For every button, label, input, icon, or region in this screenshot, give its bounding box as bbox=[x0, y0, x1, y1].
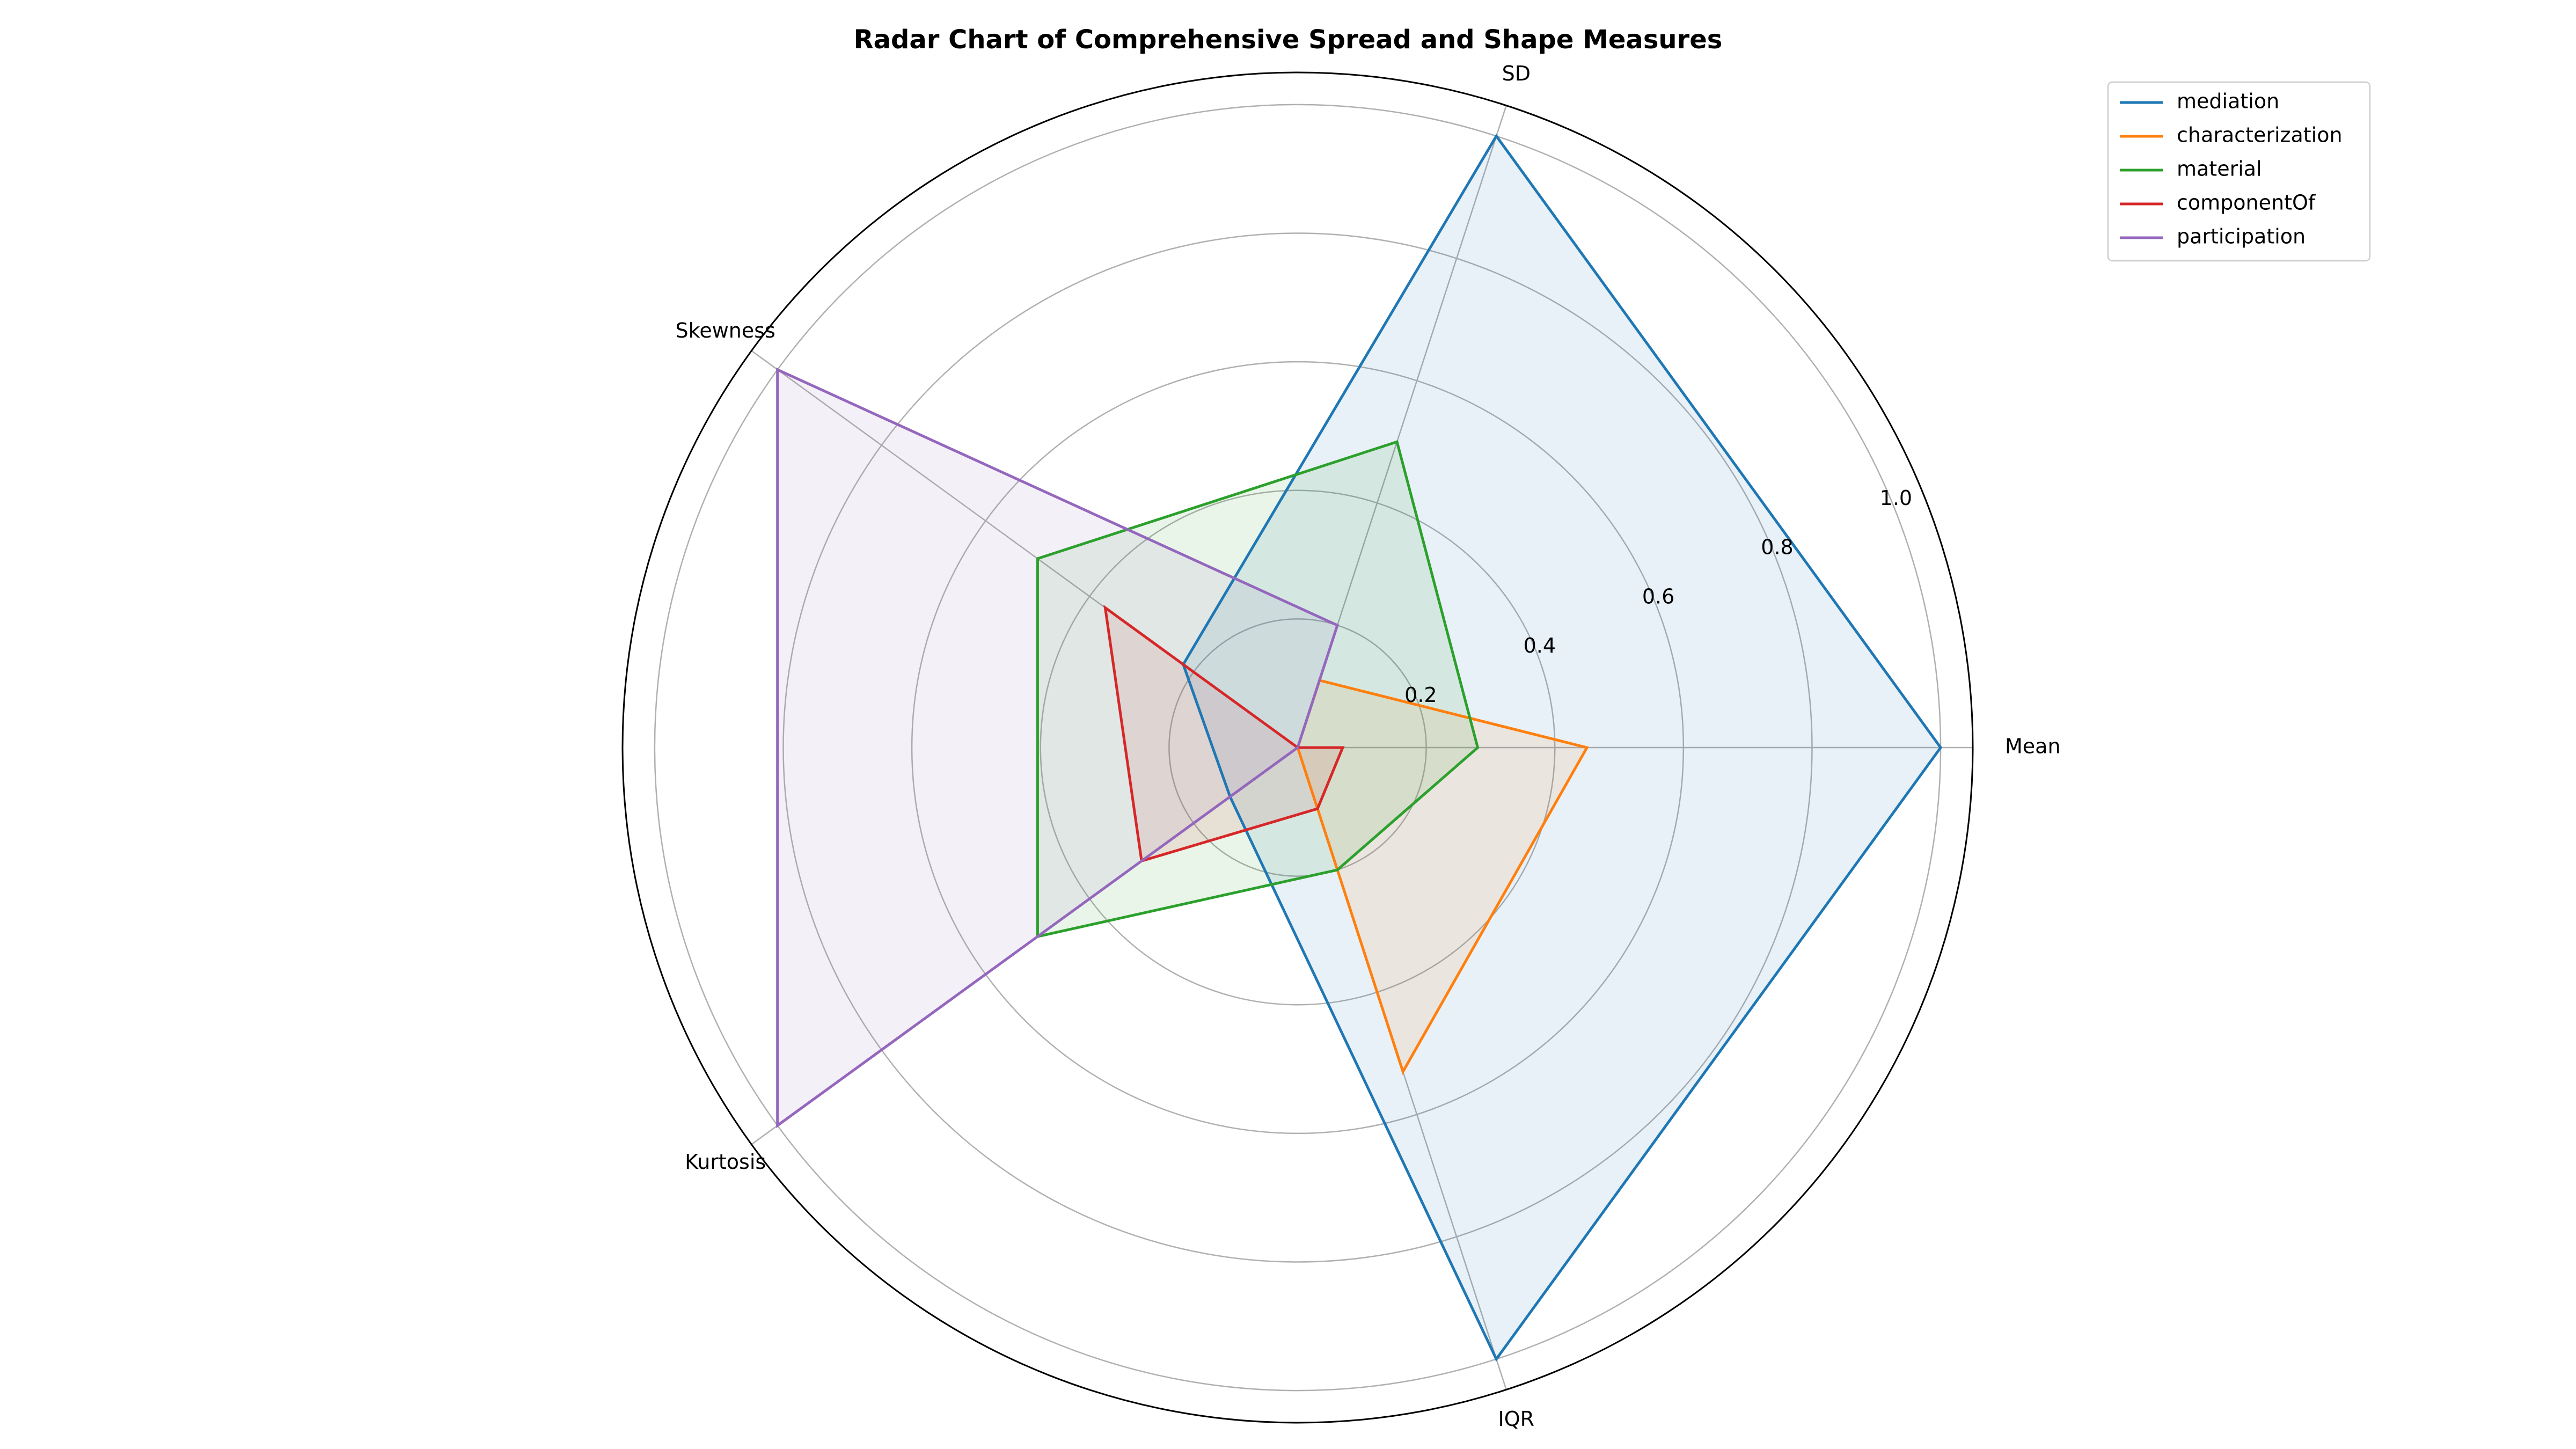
legend-label-mediation: mediation bbox=[2177, 90, 2279, 113]
axis-label-iqr: IQR bbox=[1498, 1407, 1535, 1431]
series-lines bbox=[776, 133, 1943, 1362]
rtick-label-3: 0.6 bbox=[1642, 584, 1674, 608]
series-line-material bbox=[1036, 440, 1480, 939]
legend: mediation characterization material compone… bbox=[2107, 81, 2371, 262]
series-line-participation bbox=[776, 367, 1340, 1129]
axis-label-kurtosis: Kurtosis bbox=[685, 1150, 766, 1174]
series-fill-characterization bbox=[1298, 680, 1587, 1072]
radial-tick-labels: 0.2 0.4 0.6 0.8 1.0 bbox=[1404, 486, 1912, 707]
series-fill-material bbox=[1037, 442, 1478, 937]
series-fill-participation bbox=[777, 369, 1337, 1126]
axis-label-sd: SD bbox=[1502, 62, 1531, 85]
series-fill-mediation bbox=[1183, 136, 1941, 1359]
axis-label-skewness: Skewness bbox=[676, 319, 775, 342]
axis-label-mean: Mean bbox=[2005, 735, 2061, 758]
legend-label-characterization: characterization bbox=[2177, 123, 2343, 147]
rtick-label-5: 1.0 bbox=[1880, 486, 1912, 510]
legend-box bbox=[2107, 81, 2371, 262]
chart-title: Radar Chart of Comprehensive Spread and … bbox=[854, 25, 1723, 55]
rtick-label-2: 0.4 bbox=[1524, 634, 1556, 657]
series-fills bbox=[777, 136, 1941, 1359]
series-line-componentOf bbox=[1103, 604, 1345, 863]
legend-label-componentOf: componentOf bbox=[2177, 191, 2316, 215]
legend-label-participation: participation bbox=[2177, 225, 2306, 248]
series-fill-componentOf bbox=[1105, 608, 1343, 861]
axis-labels: Mean SD Skewness Kurtosis IQR bbox=[676, 62, 2061, 1431]
legend-label-material: material bbox=[2177, 157, 2262, 181]
series-line-mediation bbox=[1182, 133, 1943, 1362]
rtick-label-4: 0.8 bbox=[1761, 536, 1793, 559]
outer-frame bbox=[621, 71, 1974, 1424]
rtick-label-1: 0.2 bbox=[1404, 683, 1437, 707]
